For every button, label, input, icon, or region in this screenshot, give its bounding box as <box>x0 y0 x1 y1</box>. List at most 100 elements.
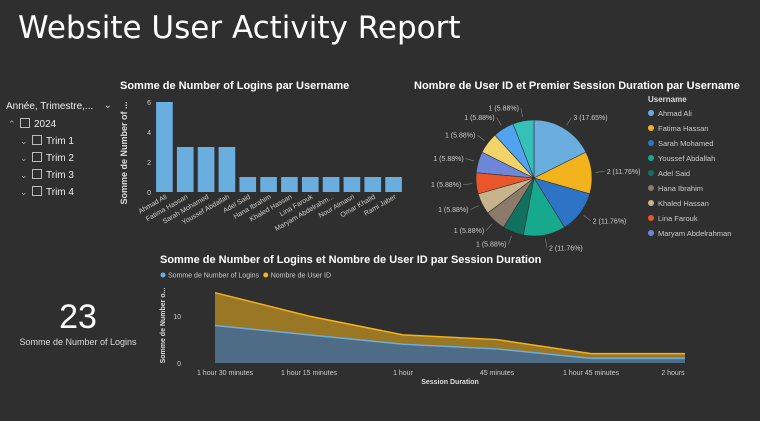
bar <box>260 177 277 192</box>
bar <box>301 177 319 192</box>
x-tick-label: 1 hour 45 minutes <box>563 370 620 377</box>
chevron-down-icon[interactable]: ⌄ <box>20 153 28 163</box>
bar <box>385 177 402 192</box>
chevron-down-icon[interactable]: ⌄ <box>20 136 28 146</box>
bar-chart-title: Somme de Number of Logins par Username <box>120 80 350 92</box>
y-axis-title: Somme de Number o... <box>160 288 167 364</box>
expand-icon[interactable]: ⌃ <box>8 119 16 129</box>
area-logins <box>215 325 685 363</box>
chevron-down-icon[interactable]: ⌄ <box>103 100 112 111</box>
x-tick-label: 45 minutes <box>480 370 515 377</box>
legend-item: Adel Said <box>658 169 690 178</box>
legend-item: Somme de Number of Logins <box>168 273 260 280</box>
checkbox[interactable] <box>20 118 30 128</box>
pie-data-label: 2 (11.76%) <box>593 218 627 225</box>
legend-marker <box>648 215 654 221</box>
slicer-item-label: Trim 1 <box>46 136 74 147</box>
bar <box>322 177 340 192</box>
legend-item: Khaled Hassan <box>658 199 709 208</box>
pie-chart-title: Nombre de User ID et Premier Session Dur… <box>414 80 740 92</box>
area-chart-title: Somme de Number of Logins et Nombre de U… <box>160 254 542 266</box>
line-logins <box>214 324 685 360</box>
slicer-item-quarter-3[interactable]: ⌄ Trim 3 <box>20 168 74 182</box>
pie-slice <box>512 119 535 179</box>
leader-line <box>566 117 572 126</box>
checkbox[interactable] <box>32 169 42 179</box>
legend-item: Sarah Mohamed <box>658 139 713 148</box>
legend-item: Youssef Abdallah <box>658 154 715 163</box>
y-tick-label: 2 <box>147 160 151 167</box>
x-tick-label: 1 hour <box>393 370 414 377</box>
legend-marker <box>648 200 654 206</box>
chevron-down-icon[interactable]: ⌄ <box>20 187 28 197</box>
y-tick-label: 0 <box>177 361 181 368</box>
bar <box>343 177 361 192</box>
legend-item: Maryam Abdelrahman <box>658 229 731 238</box>
legend-item: Ahmad Ali <box>658 109 692 118</box>
pie-data-label: 1 (5.88%) <box>464 115 494 122</box>
bar <box>239 177 257 192</box>
line-userid <box>214 291 685 355</box>
x-tick-label: 1 hour 30 minutes <box>197 370 254 377</box>
chevron-down-icon[interactable]: ⌄ <box>20 170 28 180</box>
slicer-item-label: Trim 4 <box>46 187 74 198</box>
slicer-item-label: Trim 3 <box>46 170 74 181</box>
bar <box>281 177 298 192</box>
legend-item: Hana Ibrahim <box>658 184 703 193</box>
x-tick-label: 1 hour 15 minutes <box>281 370 338 377</box>
pie-data-label: 1 (5.88%) <box>431 182 461 189</box>
checkbox[interactable] <box>32 135 42 145</box>
legend-marker <box>648 170 654 176</box>
legend-title: Username <box>648 95 687 104</box>
slicer-item-year[interactable]: ⌃ 2024 <box>8 117 56 131</box>
y-axis-title: Somme de Number of ... <box>119 101 129 204</box>
legend-item: Fatima Hassan <box>658 124 708 133</box>
y-tick-label: 6 <box>147 100 151 107</box>
bar <box>364 177 382 192</box>
slicer-item-quarter-1[interactable]: ⌄ Trim 1 <box>20 134 74 148</box>
legend-marker <box>648 140 654 146</box>
pie-data-label: 1 (5.88%) <box>433 156 463 163</box>
pie-data-label: 1 (5.88%) <box>438 207 468 214</box>
y-tick-label: 10 <box>173 314 181 321</box>
y-tick-label: 4 <box>147 130 151 137</box>
legend-marker <box>648 155 654 161</box>
legend-marker <box>648 185 654 191</box>
bar <box>197 147 215 192</box>
leader-line <box>583 215 591 222</box>
leader-line <box>508 235 512 245</box>
leader-line <box>520 108 523 118</box>
y-tick-label: 0 <box>147 190 151 197</box>
bar <box>156 102 173 192</box>
kpi-card-value: 23 <box>59 298 97 336</box>
x-axis-title: Session Duration <box>421 379 479 386</box>
pie-slice <box>533 119 587 179</box>
area-chart[interactable]: Somme de Number of Logins Nombre de User … <box>155 268 695 388</box>
leader-line <box>470 205 479 210</box>
pie-data-label: 1 (5.88%) <box>454 228 484 235</box>
slicer-item-label: Trim 2 <box>46 153 74 164</box>
checkbox[interactable] <box>32 186 42 196</box>
pie-chart[interactable]: 3 (17.65%) 2 (11.76%) 2 (11.76%) 2 (11.76%)… <box>418 94 756 254</box>
legend-marker <box>648 125 654 131</box>
pie-data-label: 2 (11.76%) <box>549 245 583 252</box>
leader-line <box>545 238 548 248</box>
date-slicer-header[interactable]: Année, Trimestre,... ⌄ <box>6 100 118 112</box>
leader-line <box>485 223 493 231</box>
pie-data-label: 1 (5.88%) <box>445 133 475 140</box>
leader-line <box>465 158 475 162</box>
leader-line <box>496 117 502 126</box>
pie-data-label: 2 (11.76%) <box>607 169 641 176</box>
slicer-item-quarter-4[interactable]: ⌄ Trim 4 <box>20 185 74 199</box>
report-title: Website User Activity Report <box>18 10 461 46</box>
slicer-item-quarter-2[interactable]: ⌄ Trim 2 <box>20 151 74 165</box>
checkbox[interactable] <box>32 152 42 162</box>
pie-data-label: 3 (17.65%) <box>573 115 607 122</box>
legend-marker <box>648 230 654 236</box>
slicer-item-label: 2024 <box>34 119 57 130</box>
leader-line <box>463 183 473 185</box>
bar <box>218 147 236 192</box>
slicer-header-label: Année, Trimestre,... <box>6 101 94 112</box>
x-tick-label: 2 hours <box>661 370 685 377</box>
